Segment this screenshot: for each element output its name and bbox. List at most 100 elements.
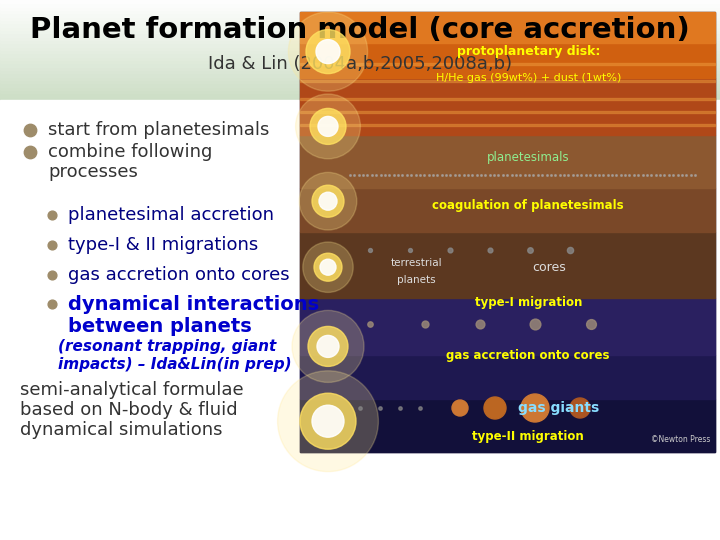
Point: [654, 171, 666, 179]
Circle shape: [314, 253, 342, 281]
Circle shape: [296, 94, 361, 159]
Point: [519, 171, 531, 179]
Point: [524, 245, 536, 254]
Point: [572, 171, 583, 179]
Point: [374, 404, 386, 413]
Point: [536, 171, 548, 179]
Point: [418, 171, 430, 179]
Point: [558, 171, 570, 179]
Point: [436, 171, 447, 179]
Point: [414, 171, 426, 179]
Bar: [0, 37, 720, 40]
Point: [361, 171, 373, 179]
Point: [401, 171, 413, 179]
Bar: [300, 188, 715, 232]
Point: [576, 171, 588, 179]
Bar: [0, 70, 720, 73]
Text: type-I & II migrations: type-I & II migrations: [68, 236, 258, 254]
Point: [371, 171, 382, 179]
Text: H/He gas (99wt%) + dust (1wt%): H/He gas (99wt%) + dust (1wt%): [436, 73, 621, 83]
Circle shape: [521, 394, 549, 422]
Bar: [0, 73, 720, 77]
Bar: [0, 80, 720, 83]
Bar: [300, 80, 715, 83]
Point: [541, 171, 552, 179]
Point: [689, 171, 701, 179]
Bar: [300, 111, 715, 113]
Point: [593, 171, 605, 179]
Point: [642, 171, 653, 179]
Point: [554, 171, 565, 179]
Point: [488, 171, 500, 179]
Point: [549, 171, 561, 179]
Bar: [0, 20, 720, 23]
Bar: [300, 98, 715, 100]
Bar: [0, 77, 720, 80]
Point: [545, 171, 557, 179]
Bar: [300, 12, 715, 452]
Point: [467, 171, 478, 179]
Point: [624, 171, 635, 179]
Point: [497, 171, 508, 179]
Bar: [0, 30, 720, 33]
Point: [46, 271, 58, 279]
Point: [562, 171, 574, 179]
Point: [523, 171, 535, 179]
Point: [585, 320, 596, 329]
Bar: [0, 23, 720, 26]
Point: [471, 171, 482, 179]
Point: [567, 171, 578, 179]
Bar: [0, 53, 720, 57]
Bar: [0, 33, 720, 37]
Circle shape: [318, 117, 338, 137]
Text: planets: planets: [397, 275, 436, 286]
Text: (resonant trapping, giant: (resonant trapping, giant: [58, 340, 276, 354]
Point: [532, 171, 544, 179]
Point: [353, 171, 364, 179]
Point: [484, 171, 495, 179]
Bar: [300, 124, 715, 126]
Point: [462, 171, 474, 179]
Point: [414, 404, 426, 413]
Bar: [0, 17, 720, 20]
Circle shape: [289, 12, 368, 91]
Point: [46, 211, 58, 219]
Point: [615, 171, 626, 179]
Point: [585, 171, 596, 179]
Point: [646, 171, 657, 179]
Bar: [0, 3, 720, 6]
Circle shape: [570, 398, 590, 418]
Text: impacts) – Ida&Lin(in prep): impacts) – Ida&Lin(in prep): [58, 357, 292, 373]
Point: [364, 245, 376, 254]
Point: [484, 245, 495, 254]
Point: [357, 171, 369, 179]
Point: [379, 171, 391, 179]
Bar: [300, 298, 715, 355]
Point: [24, 147, 36, 156]
Point: [480, 171, 491, 179]
Point: [445, 171, 456, 179]
Point: [423, 171, 434, 179]
Bar: [0, 46, 720, 50]
Text: dynamical simulations: dynamical simulations: [20, 421, 222, 439]
Circle shape: [484, 397, 506, 419]
Point: [663, 171, 675, 179]
Point: [431, 171, 443, 179]
Point: [410, 171, 421, 179]
Point: [458, 171, 469, 179]
Point: [354, 404, 366, 413]
Point: [667, 171, 679, 179]
Circle shape: [452, 400, 468, 416]
Text: combine following: combine following: [48, 143, 212, 161]
Point: [388, 171, 400, 179]
Bar: [0, 63, 720, 66]
Point: [474, 320, 486, 329]
Point: [405, 171, 417, 179]
Bar: [300, 12, 715, 43]
Text: processes: processes: [48, 163, 138, 181]
Point: [606, 171, 618, 179]
Point: [580, 171, 592, 179]
Circle shape: [300, 172, 357, 230]
Point: [427, 171, 438, 179]
Point: [650, 171, 662, 179]
